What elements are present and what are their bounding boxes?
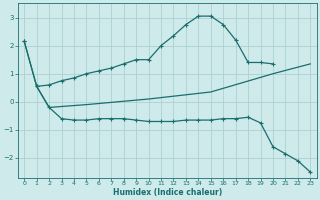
X-axis label: Humidex (Indice chaleur): Humidex (Indice chaleur) <box>113 188 222 197</box>
